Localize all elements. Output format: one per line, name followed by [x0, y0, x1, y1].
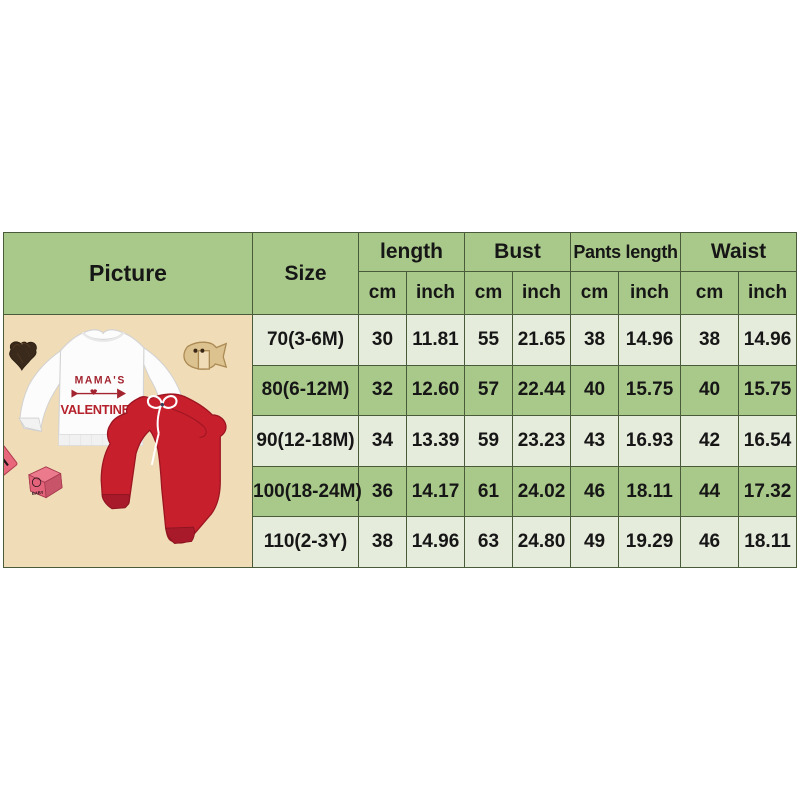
svg-text:MAMA'S: MAMA'S	[75, 374, 126, 386]
svg-text:VALENTINE: VALENTINE	[61, 402, 131, 417]
